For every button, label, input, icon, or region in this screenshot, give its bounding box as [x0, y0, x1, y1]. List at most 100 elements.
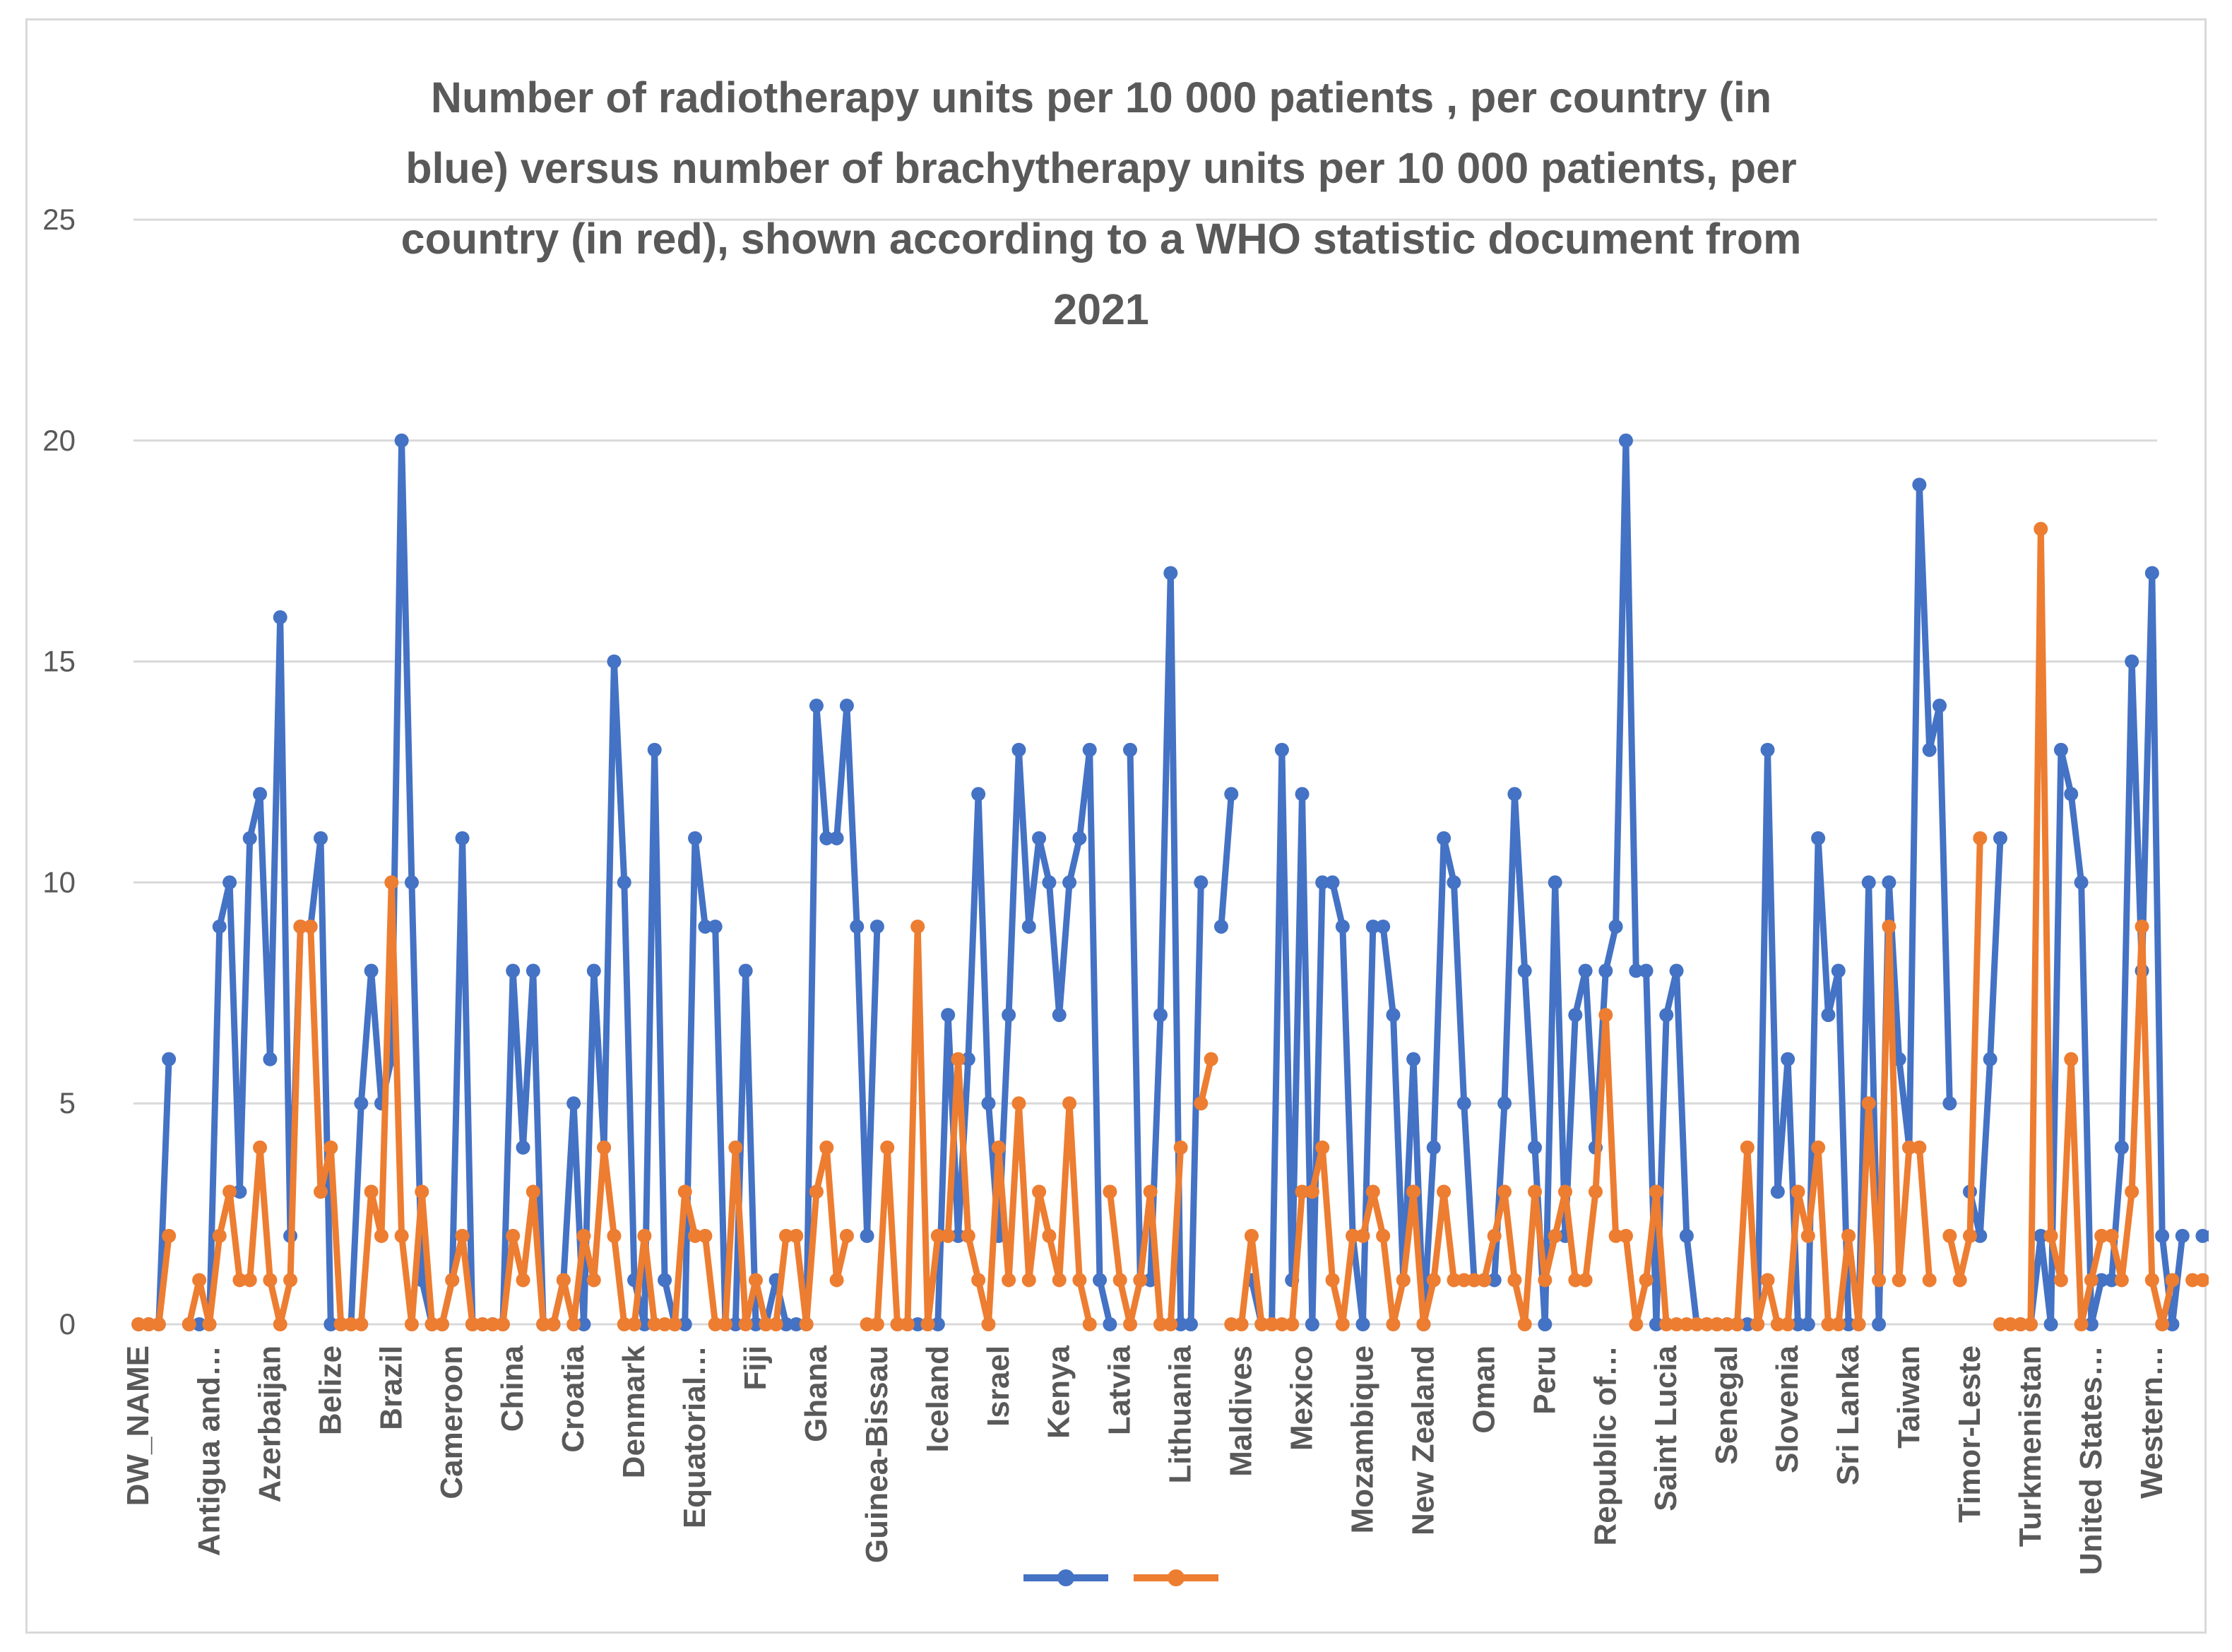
chart-title-line: country (in red), shown according to a W…	[401, 215, 1802, 263]
data-point	[323, 1140, 338, 1155]
data-point	[1942, 1228, 1957, 1243]
data-point	[1163, 566, 1178, 581]
data-point	[192, 1317, 207, 1331]
data-point	[1649, 1184, 1663, 1199]
data-point	[1690, 1317, 1704, 1331]
x-tick-label: Cameroon	[434, 1345, 469, 1499]
data-point	[1052, 1273, 1067, 1288]
data-point	[2175, 1228, 2190, 1243]
data-point	[708, 1317, 723, 1331]
data-point	[809, 1184, 824, 1199]
data-point	[485, 1317, 500, 1331]
data-point	[1072, 1273, 1087, 1288]
data-point	[1376, 919, 1391, 934]
legend-item-0	[1023, 1569, 1108, 1586]
data-point	[2053, 742, 2068, 757]
data-point	[526, 963, 540, 978]
data-point	[1821, 1008, 1836, 1023]
data-point	[1042, 1228, 1057, 1243]
chart-title-line: blue) versus number of brachytherapy uni…	[405, 144, 1797, 192]
data-point	[1973, 831, 1988, 845]
data-point	[1629, 963, 1644, 978]
data-point	[1791, 1184, 1805, 1199]
data-point	[1770, 1317, 1785, 1331]
data-point	[1062, 1096, 1077, 1111]
data-point	[162, 1052, 177, 1066]
data-point	[1224, 1317, 1239, 1331]
data-point	[1346, 1228, 1360, 1243]
x-tick-label: Sri Lanka	[1831, 1345, 1865, 1485]
data-point	[343, 1317, 358, 1331]
data-point	[930, 1317, 945, 1331]
x-tick-label: United States…	[2074, 1345, 2108, 1575]
data-point	[981, 1317, 996, 1331]
data-point	[263, 1273, 278, 1288]
data-point	[1548, 875, 1562, 890]
data-point	[1557, 1184, 1572, 1199]
data-point	[809, 699, 824, 713]
data-point	[1760, 742, 1775, 757]
data-point	[1872, 1317, 1887, 1331]
data-point	[394, 433, 409, 448]
data-point	[2084, 1273, 2099, 1288]
data-point	[1639, 963, 1654, 978]
data-point	[2155, 1228, 2170, 1243]
data-point	[667, 1317, 682, 1331]
data-point	[2074, 875, 2089, 890]
data-point	[253, 787, 268, 802]
data-point	[1082, 742, 1097, 757]
data-point	[2043, 1228, 2058, 1243]
series-layer	[131, 433, 2209, 1331]
data-point	[2034, 1228, 2048, 1243]
x-tick-label: Brazil	[374, 1345, 408, 1430]
data-point	[455, 831, 470, 845]
x-tick-label: Peru	[1527, 1345, 1562, 1415]
data-point	[242, 831, 257, 845]
series-line	[138, 1235, 172, 1328]
data-point	[2043, 1317, 2058, 1331]
data-point	[566, 1096, 581, 1111]
data-point	[1841, 1317, 1856, 1331]
x-tick-label: Saint Lucia	[1649, 1345, 1683, 1511]
data-point	[283, 1273, 298, 1288]
data-point	[677, 1317, 692, 1331]
data-point	[941, 1228, 956, 1243]
data-point	[1831, 1317, 1846, 1331]
data-point	[1032, 1184, 1047, 1199]
data-point	[688, 1228, 703, 1243]
data-point	[951, 1052, 966, 1066]
data-point	[1456, 1096, 1471, 1111]
data-point	[1123, 742, 1138, 757]
data-point	[1639, 1273, 1654, 1288]
data-point	[637, 1317, 652, 1331]
data-point	[2135, 919, 2149, 934]
data-point	[1730, 1317, 1745, 1331]
data-point	[232, 1184, 247, 1199]
data-point	[799, 1317, 814, 1331]
data-point	[1922, 742, 1937, 757]
gridlines	[133, 218, 2157, 1326]
data-point	[728, 1140, 743, 1155]
x-tick-label: Republic of…	[1588, 1345, 1622, 1546]
x-tick-label: Mozambique	[1345, 1345, 1379, 1533]
data-point	[1002, 1008, 1016, 1023]
data-point	[2074, 1317, 2089, 1331]
data-point	[860, 1317, 874, 1331]
data-point	[1274, 742, 1289, 757]
data-point	[688, 831, 703, 845]
data-point	[1133, 1273, 1148, 1288]
data-point	[516, 1140, 530, 1155]
data-point	[273, 610, 287, 625]
x-tick-label: Mexico	[1285, 1345, 1319, 1451]
data-point	[1922, 1273, 1937, 1288]
data-point	[1335, 1317, 1350, 1331]
data-point	[597, 1140, 612, 1155]
data-point	[860, 1228, 874, 1243]
x-tick-label: Timor-Leste	[1952, 1345, 1987, 1523]
x-tick-label: Fiji	[738, 1345, 773, 1391]
data-point	[778, 1317, 793, 1331]
data-point	[991, 1140, 1006, 1155]
y-tick-label: 20	[42, 424, 76, 457]
data-point	[394, 1228, 409, 1243]
data-point	[2094, 1273, 2109, 1288]
